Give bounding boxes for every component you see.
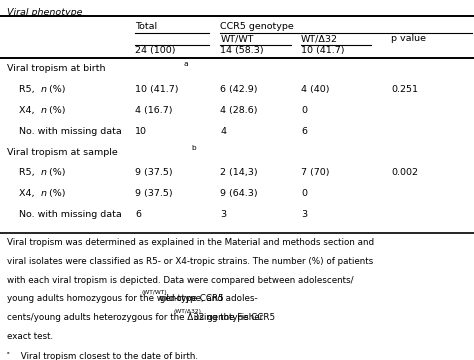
Text: exact test.: exact test. [7,332,53,341]
Text: R5,: R5, [19,168,37,177]
Text: 7 (70): 7 (70) [301,168,329,177]
Text: X4,: X4, [19,189,37,198]
Text: No. with missing data: No. with missing data [19,127,122,136]
Text: R5,: R5, [19,85,37,94]
Text: 9 (64.3): 9 (64.3) [220,189,258,198]
Text: Total: Total [135,22,157,31]
Text: genotype, and adoles-: genotype, and adoles- [157,294,258,303]
Text: 6: 6 [135,210,141,219]
Text: 4 (40): 4 (40) [301,85,329,94]
Text: cents/young adults heterozygous for the Δ32 genotype CCR5: cents/young adults heterozygous for the … [7,313,275,322]
Text: b: b [191,145,196,151]
Text: CCR5 genotype: CCR5 genotype [220,22,294,31]
Text: 6 (42.9): 6 (42.9) [220,85,258,94]
Text: 6: 6 [301,127,307,136]
Text: (%): (%) [46,85,66,94]
Text: 2 (14,3): 2 (14,3) [220,168,258,177]
Text: 24 (100): 24 (100) [135,46,175,55]
Text: (WT/Δ32): (WT/Δ32) [173,309,201,314]
Text: n: n [41,168,47,177]
Text: n: n [41,106,47,115]
Text: 10: 10 [135,127,147,136]
Text: (%): (%) [46,168,66,177]
Text: using the Fisher: using the Fisher [191,313,264,322]
Text: 14 (58.3): 14 (58.3) [220,46,264,55]
Text: No. with missing data: No. with missing data [19,210,122,219]
Text: X4,: X4, [19,106,37,115]
Text: n: n [41,85,47,94]
Text: 4: 4 [220,127,227,136]
Text: 9 (37.5): 9 (37.5) [135,168,173,177]
Text: 4 (16.7): 4 (16.7) [135,106,173,115]
Text: 10 (41.7): 10 (41.7) [135,85,179,94]
Text: (%): (%) [46,106,66,115]
Text: ᵃ: ᵃ [7,352,10,359]
Text: 9 (37.5): 9 (37.5) [135,189,173,198]
Text: 4 (28.6): 4 (28.6) [220,106,258,115]
Text: young adults homozygous for the wild-type CCR5: young adults homozygous for the wild-typ… [7,294,224,303]
Text: Viral tropism at sample: Viral tropism at sample [7,148,118,157]
Text: (%): (%) [46,189,66,198]
Text: (WT/WT): (WT/WT) [141,290,167,295]
Text: 3: 3 [220,210,227,219]
Text: viral isolates were classified as R5- or X4-tropic strains. The number (%) of pa: viral isolates were classified as R5- or… [7,257,374,266]
Text: Viral phenotype: Viral phenotype [7,8,82,17]
Text: 10 (41.7): 10 (41.7) [301,46,345,55]
Text: 3: 3 [301,210,307,219]
Text: with each viral tropism is depicted. Data were compared between adolescents/: with each viral tropism is depicted. Dat… [7,276,354,285]
Text: Viral tropism at birth: Viral tropism at birth [7,64,106,73]
Text: n: n [41,189,47,198]
Text: a: a [183,61,188,67]
Text: WT/WT: WT/WT [220,34,254,43]
Text: Viral tropism closest to the date of birth.: Viral tropism closest to the date of bir… [18,352,198,360]
Text: p value: p value [391,34,426,43]
Text: 0: 0 [301,106,307,115]
Text: WT/Δ32: WT/Δ32 [301,34,338,43]
Text: 0: 0 [301,189,307,198]
Text: 0.251: 0.251 [391,85,418,94]
Text: Viral tropism was determined as explained in the Material and methods section an: Viral tropism was determined as explaine… [7,238,374,247]
Text: 0.002: 0.002 [391,168,418,177]
